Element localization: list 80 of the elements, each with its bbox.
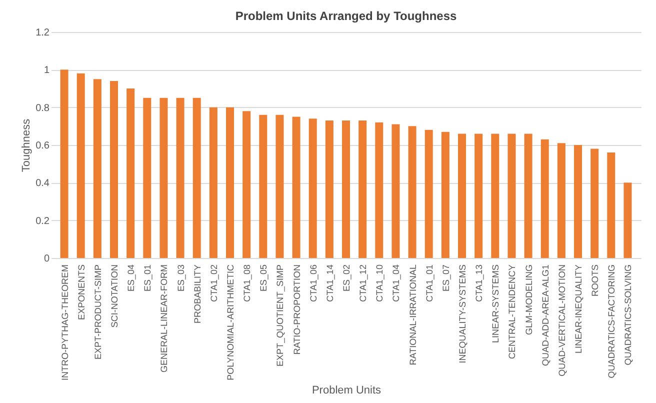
x-tick-label: ES_03 [176, 264, 186, 292]
x-tick-label: EXPT-PRODUCT-SIMP [92, 264, 103, 360]
bar [342, 120, 350, 258]
x-tick-label: CTA1_02 [208, 264, 219, 302]
x-tick-label: CTA1_13 [474, 264, 484, 302]
x-tick-label: PROBABILITY [192, 264, 202, 324]
bar [276, 114, 284, 258]
x-tick-label: LINEAR-SYSTEMS [490, 264, 501, 344]
bar [458, 134, 466, 258]
bar [358, 120, 367, 258]
bar [540, 139, 549, 258]
x-tick-label: CTA1_01 [424, 264, 434, 302]
x-tick-label: ES_04 [126, 264, 136, 292]
bar [408, 126, 416, 258]
chart-title: Problem Units Arranged by Toughness [235, 9, 457, 23]
bar [375, 122, 384, 258]
x-tick-label: ES_01 [142, 264, 153, 292]
x-tick-label: EXPONENTS [76, 264, 86, 320]
x-tick-label: SCI-NOTATION [110, 264, 120, 328]
bar [292, 116, 300, 258]
bar [126, 88, 135, 258]
x-tick-label: CTA1_08 [242, 264, 252, 302]
y-tick-label: 1 [44, 65, 50, 76]
x-axis-title: Problem Units [312, 384, 382, 396]
x-tick-label: QUAD-VERTICAL-MOTION [556, 264, 567, 376]
bar [259, 114, 268, 258]
bar [607, 152, 616, 258]
y-tick-label: 1.2 [36, 28, 50, 38]
y-axis-title: Toughness [20, 118, 33, 172]
bar [192, 98, 201, 258]
bar [624, 182, 632, 258]
bar [160, 98, 168, 258]
bar [590, 148, 599, 258]
y-tick-label: 0.6 [36, 140, 50, 152]
x-tick-label: ES_02 [342, 264, 352, 292]
bar [524, 134, 532, 258]
bar [392, 124, 400, 258]
bar [441, 132, 450, 258]
bar [557, 143, 566, 258]
bar [574, 145, 582, 258]
x-tick-label: CTA1_10 [374, 264, 385, 302]
bar [176, 98, 184, 258]
x-tick-label: ES_07 [440, 264, 451, 292]
y-tick-label: 0.8 [36, 102, 50, 114]
x-tick-label: CTA1_06 [308, 264, 318, 302]
x-tick-label: LINEAR-INEQUALITY [574, 264, 584, 354]
x-tick-label: CENTRAL-TENDENCY [507, 264, 518, 360]
bar [491, 134, 500, 258]
x-tick-label: QUAD-ADD-AREA-ALG1 [540, 264, 550, 366]
bar [143, 98, 152, 258]
bar [308, 118, 317, 258]
bar [508, 134, 516, 258]
bar [226, 107, 234, 258]
x-tick-label: CTA1_12 [358, 264, 368, 302]
x-tick-label: ES_05 [258, 264, 269, 292]
bar [474, 134, 483, 258]
y-tick-label: 0.4 [36, 178, 50, 190]
x-tick-label: QUADRATICS-SOLVING [623, 264, 634, 366]
bar [424, 130, 433, 258]
bar [242, 111, 251, 258]
bar [110, 80, 118, 258]
bar [209, 107, 218, 258]
x-tick-label: GLM-MODELING [524, 264, 534, 336]
x-tick-label: CTA1_04 [391, 264, 402, 302]
bar [93, 79, 102, 258]
x-tick-label: EXPT_QUOTIENT_SIMP [275, 264, 286, 367]
x-tick-label: POLYNOMIAL-ARITHMETIC [226, 264, 236, 380]
y-tick-label: 0 [44, 254, 50, 264]
bar [325, 120, 334, 258]
bar [76, 73, 85, 258]
x-tick-label: INEQUALITY-SYSTEMS [458, 264, 468, 364]
y-tick-label: 0.2 [36, 216, 50, 227]
x-tick-label: QUADRATICS-FACTORING [606, 264, 617, 378]
x-tick-label: INTRO-PYTHAG-THEOREM [60, 264, 70, 380]
x-tick-label: GENERAL-LINEAR-FORM [159, 264, 170, 373]
x-tick-label: RATIO-PROPORTION [292, 264, 302, 355]
bar [60, 70, 68, 258]
x-tick-label: ROOTS [590, 264, 600, 297]
x-tick-label: CTA1_14 [324, 264, 335, 302]
x-tick-label: RATIONAL-IRRATIONAL [408, 264, 418, 366]
